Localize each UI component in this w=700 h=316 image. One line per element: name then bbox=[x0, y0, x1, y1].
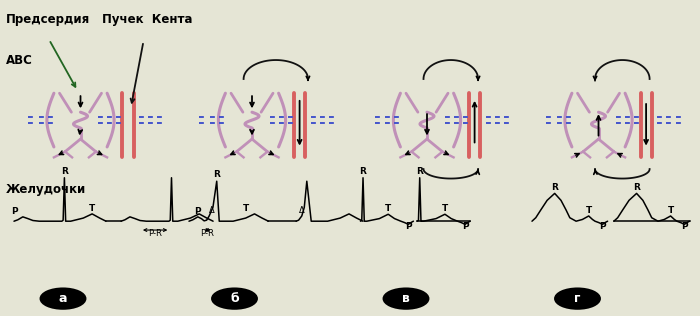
Text: Δ: Δ bbox=[299, 206, 304, 216]
Text: в: в bbox=[402, 292, 410, 305]
Text: R: R bbox=[551, 183, 558, 191]
Text: Δ: Δ bbox=[209, 206, 215, 216]
Text: б: б bbox=[230, 292, 239, 305]
Text: Желудочки: Желудочки bbox=[6, 183, 86, 196]
Circle shape bbox=[384, 289, 428, 309]
Text: R: R bbox=[633, 183, 640, 191]
Text: P: P bbox=[681, 222, 688, 231]
Text: г: г bbox=[574, 292, 581, 305]
Circle shape bbox=[212, 289, 257, 309]
Text: P: P bbox=[462, 222, 468, 231]
Text: T: T bbox=[586, 206, 592, 215]
Text: T: T bbox=[89, 204, 95, 213]
Circle shape bbox=[41, 289, 85, 309]
Text: T: T bbox=[385, 204, 391, 213]
Text: R: R bbox=[214, 170, 220, 179]
Text: T: T bbox=[243, 204, 248, 213]
Text: Предсердия: Предсердия bbox=[6, 13, 90, 26]
Text: T: T bbox=[442, 204, 448, 213]
Text: Пучек  Кента: Пучек Кента bbox=[102, 13, 192, 26]
Text: T: T bbox=[668, 206, 673, 215]
Text: P: P bbox=[405, 222, 412, 231]
Text: а: а bbox=[59, 292, 67, 305]
Circle shape bbox=[555, 289, 600, 309]
Text: R: R bbox=[416, 167, 424, 176]
Text: P-R: P-R bbox=[148, 229, 162, 238]
Text: P: P bbox=[195, 207, 201, 216]
Text: P-R: P-R bbox=[200, 229, 214, 238]
Text: R: R bbox=[360, 167, 367, 176]
Text: P: P bbox=[599, 222, 606, 231]
Text: АВС: АВС bbox=[6, 54, 32, 67]
Text: P: P bbox=[10, 207, 18, 216]
Text: R: R bbox=[61, 167, 68, 176]
